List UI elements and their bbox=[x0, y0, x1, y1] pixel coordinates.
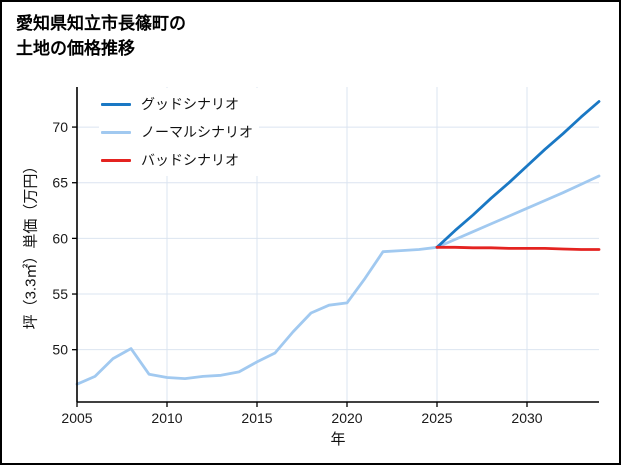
svg-text:55: 55 bbox=[52, 286, 68, 302]
svg-text:2030: 2030 bbox=[511, 410, 542, 426]
good-scenario-line-swatch bbox=[101, 102, 131, 106]
chart-title: 愛知県知立市長篠町の 土地の価格推移 bbox=[16, 12, 186, 61]
legend: グッドシナリオ ノーマルシナリオ バッドシナリオ bbox=[99, 88, 259, 176]
chart-title-line2: 土地の価格推移 bbox=[16, 38, 135, 58]
svg-text:65: 65 bbox=[52, 175, 68, 191]
legend-label-normal-scenario: ノーマルシナリオ bbox=[141, 124, 253, 140]
svg-text:2020: 2020 bbox=[331, 410, 362, 426]
normal-scenario-line-swatch bbox=[101, 130, 131, 134]
legend-item-good-scenario: グッドシナリオ bbox=[101, 90, 253, 118]
svg-text:60: 60 bbox=[52, 230, 68, 246]
chart-title-line1: 愛知県知立市長篠町の bbox=[16, 14, 186, 33]
x-axis-label: 年 bbox=[330, 431, 346, 448]
legend-label-bad-scenario: バッドシナリオ bbox=[141, 152, 239, 168]
svg-text:2010: 2010 bbox=[151, 410, 182, 426]
bad-scenario-line-swatch bbox=[101, 158, 131, 162]
svg-text:70: 70 bbox=[52, 119, 68, 135]
legend-item-normal-scenario: ノーマルシナリオ bbox=[101, 118, 253, 146]
svg-text:2015: 2015 bbox=[241, 410, 272, 426]
legend-item-bad-scenario: バッドシナリオ bbox=[101, 146, 253, 174]
y-axis-label: 坪（3.3㎡）単価（万円） bbox=[22, 158, 40, 330]
svg-text:2005: 2005 bbox=[61, 410, 92, 426]
legend-label-good-scenario: グッドシナリオ bbox=[141, 96, 239, 112]
svg-text:2025: 2025 bbox=[421, 410, 452, 426]
svg-text:50: 50 bbox=[52, 342, 68, 358]
